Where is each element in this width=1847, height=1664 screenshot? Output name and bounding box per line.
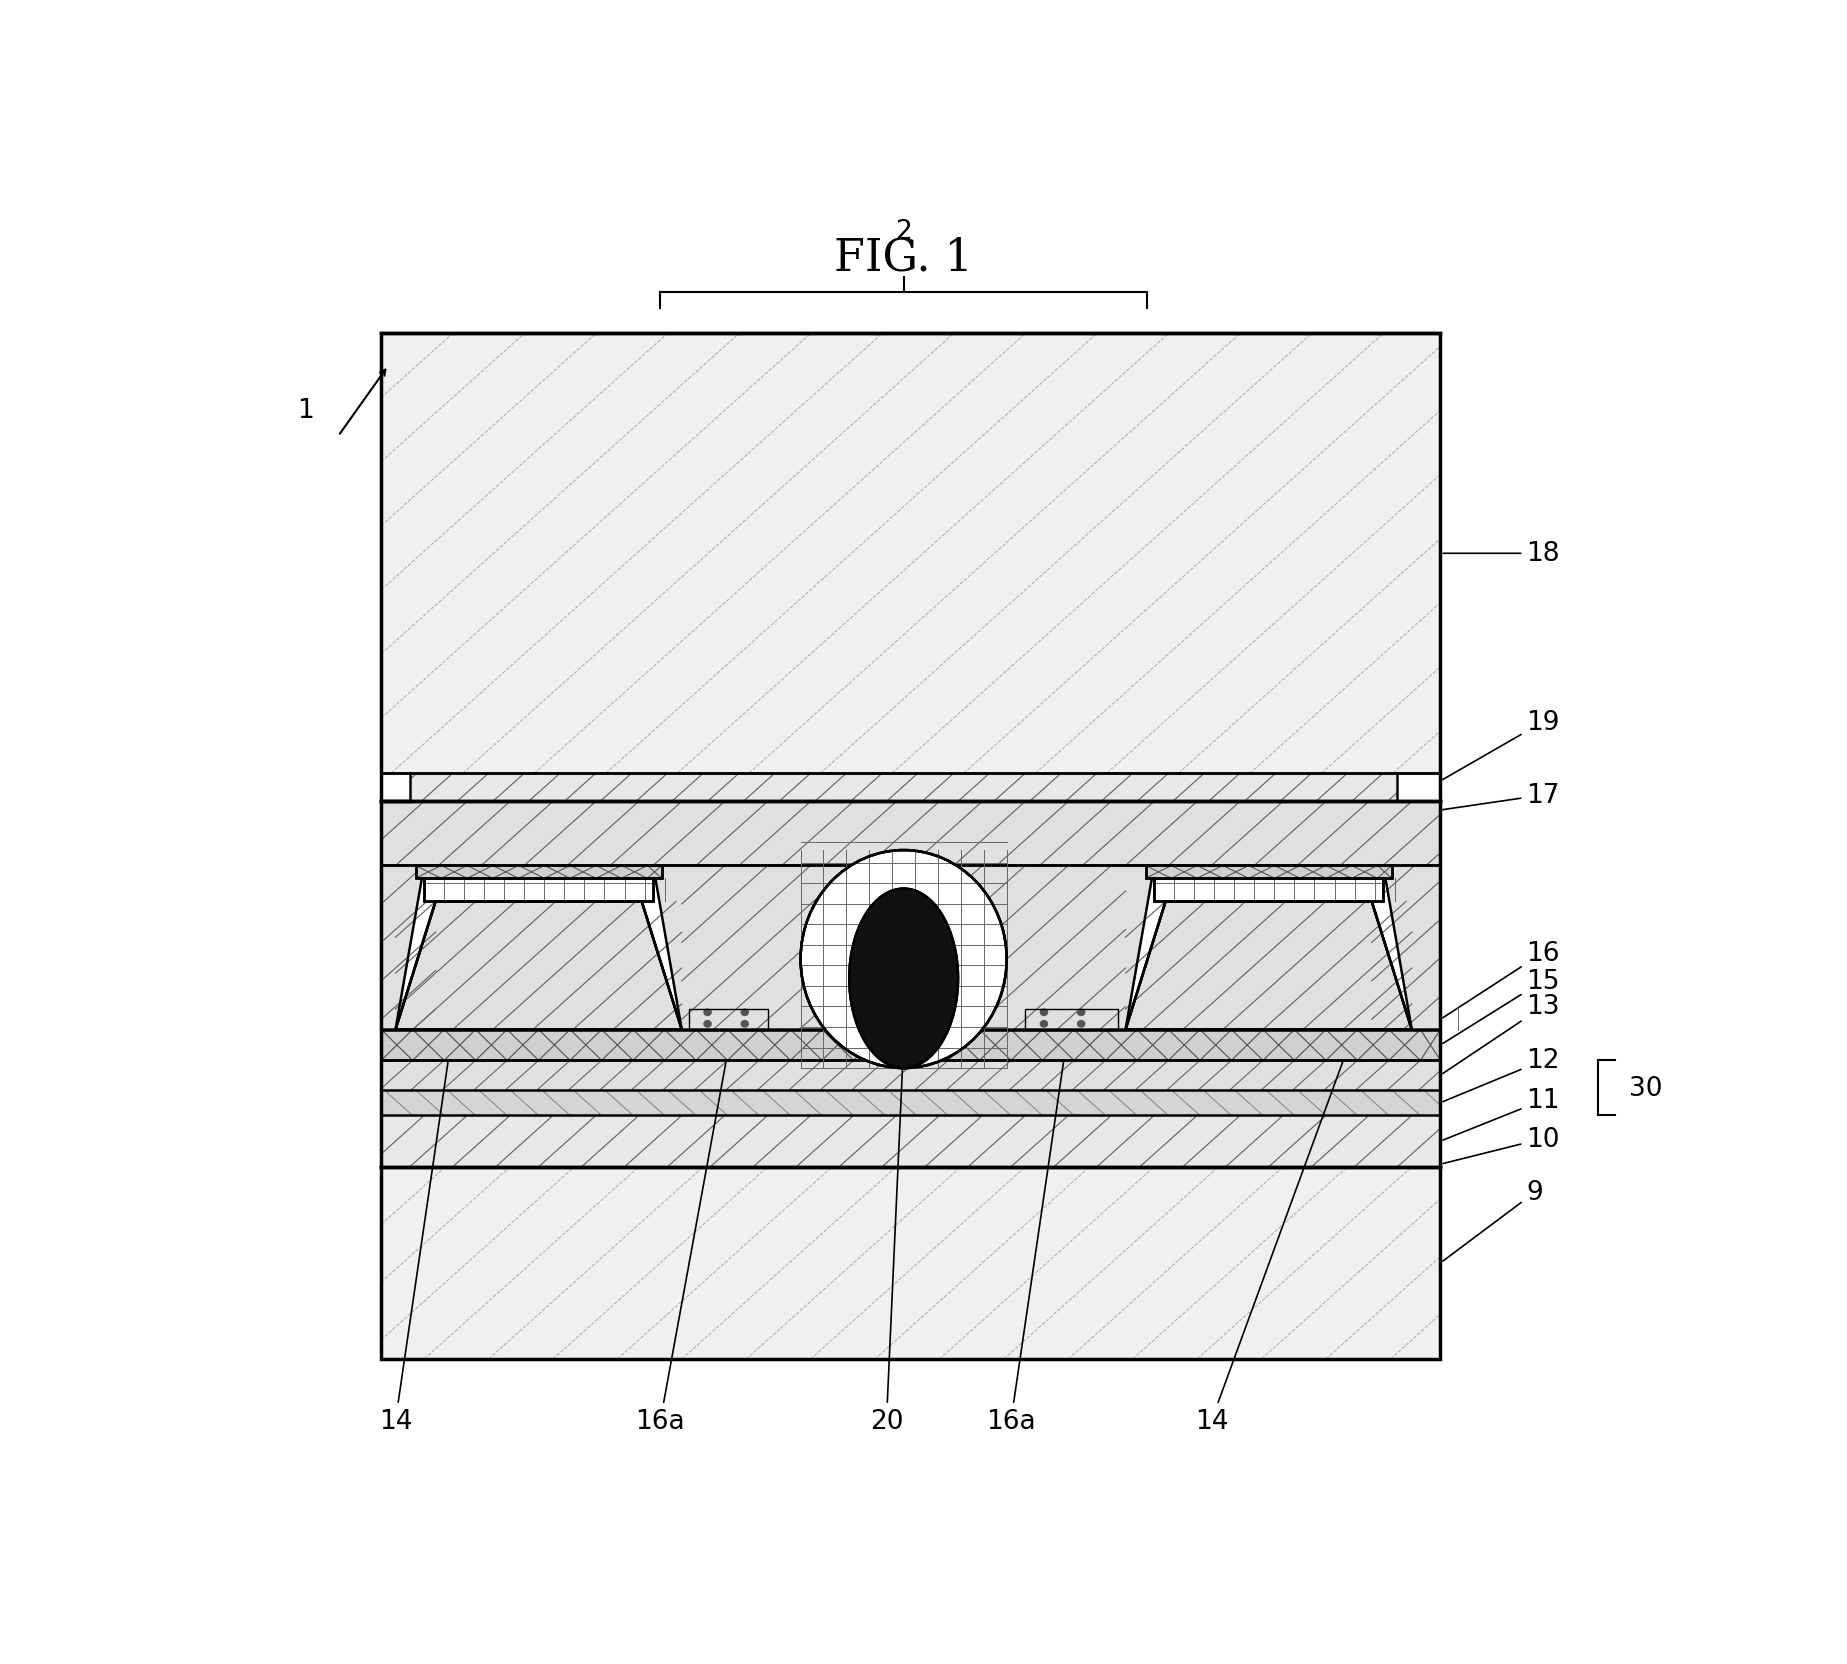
Bar xyxy=(380,1090,1441,1117)
Bar xyxy=(1025,1010,1117,1030)
Ellipse shape xyxy=(800,850,1007,1068)
Text: 14: 14 xyxy=(379,1033,453,1434)
Circle shape xyxy=(1077,1022,1084,1027)
Bar xyxy=(380,1060,1441,1090)
Bar xyxy=(425,879,654,902)
Text: 16a: 16a xyxy=(635,1033,731,1434)
Bar xyxy=(682,1010,1125,1030)
Bar xyxy=(1145,865,1393,879)
Text: 1: 1 xyxy=(297,398,314,424)
Bar xyxy=(425,879,654,902)
Bar xyxy=(1145,865,1393,879)
Bar xyxy=(380,1166,1441,1359)
Bar xyxy=(1154,879,1383,902)
Bar xyxy=(380,774,1441,802)
Text: 17: 17 xyxy=(1415,782,1561,814)
Circle shape xyxy=(1077,1010,1084,1015)
Ellipse shape xyxy=(850,889,959,1068)
Bar xyxy=(689,1010,768,1030)
Bar xyxy=(1025,1010,1117,1030)
Text: 14: 14 xyxy=(1195,1033,1354,1434)
Polygon shape xyxy=(1125,902,1411,1030)
Bar xyxy=(380,1030,1441,1060)
Text: FIG. 1: FIG. 1 xyxy=(835,236,973,280)
Bar xyxy=(689,1010,768,1030)
Circle shape xyxy=(1040,1010,1047,1015)
Bar xyxy=(380,1010,395,1030)
Text: 15: 15 xyxy=(1443,968,1561,1043)
Circle shape xyxy=(741,1010,748,1015)
Text: 20: 20 xyxy=(870,1045,903,1434)
Bar xyxy=(380,334,1441,1359)
Circle shape xyxy=(704,1010,711,1015)
Text: 30: 30 xyxy=(1629,1075,1662,1102)
Text: 11: 11 xyxy=(1443,1088,1561,1140)
Bar xyxy=(380,334,1441,774)
Polygon shape xyxy=(1383,865,1441,1030)
Bar xyxy=(682,1010,1125,1030)
Bar xyxy=(380,334,1441,1359)
Circle shape xyxy=(1040,1022,1047,1027)
Text: 19: 19 xyxy=(1443,709,1561,780)
Bar xyxy=(380,774,410,802)
Bar xyxy=(1411,1010,1441,1030)
Text: 9: 9 xyxy=(1443,1180,1542,1261)
Ellipse shape xyxy=(850,889,959,1068)
Bar xyxy=(1145,865,1393,879)
Polygon shape xyxy=(395,902,682,1030)
Bar xyxy=(416,865,661,879)
Polygon shape xyxy=(654,865,1154,1030)
Text: 18: 18 xyxy=(1443,541,1561,567)
Polygon shape xyxy=(380,865,425,1030)
Text: 16a: 16a xyxy=(986,1033,1068,1434)
Bar xyxy=(416,865,661,879)
Circle shape xyxy=(741,1022,748,1027)
Text: 12: 12 xyxy=(1443,1048,1561,1102)
Bar xyxy=(380,1010,395,1030)
Text: 16: 16 xyxy=(1443,940,1561,1018)
Bar xyxy=(425,879,654,902)
Bar xyxy=(416,865,661,879)
Bar xyxy=(1398,774,1441,802)
Bar xyxy=(380,802,1441,865)
Circle shape xyxy=(704,1022,711,1027)
Bar xyxy=(380,1117,1441,1166)
Bar xyxy=(1154,879,1383,902)
Text: 2: 2 xyxy=(896,218,912,245)
Bar xyxy=(1411,1010,1441,1030)
Text: 10: 10 xyxy=(1443,1127,1561,1163)
Text: 13: 13 xyxy=(1443,993,1561,1073)
Bar xyxy=(1154,879,1383,902)
